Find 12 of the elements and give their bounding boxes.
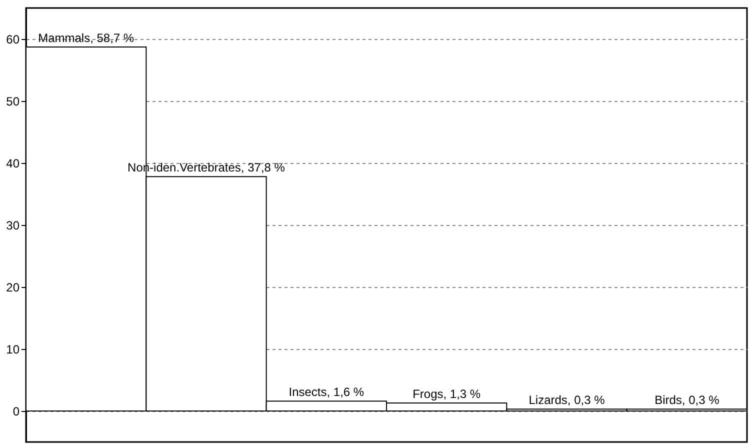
y-tick-label: 30 (6, 218, 20, 232)
y-tick-label: 60 (6, 32, 20, 46)
data-label: Frogs, 1,3 % (412, 386, 481, 401)
y-tick-label: 20 (6, 280, 20, 294)
data-label: Birds, 0,3 % (654, 393, 720, 408)
data-label: Insects, 1,6 % (288, 385, 364, 400)
y-tick-label: 50 (6, 94, 20, 108)
y-tick-label: 40 (6, 156, 20, 170)
y-tick-label: 0 (12, 404, 20, 418)
data-label: Lizards, 0,3 % (528, 393, 606, 408)
y-tick-label: 10 (6, 342, 20, 356)
data-label: Mammals, 58,7 % (38, 31, 134, 46)
